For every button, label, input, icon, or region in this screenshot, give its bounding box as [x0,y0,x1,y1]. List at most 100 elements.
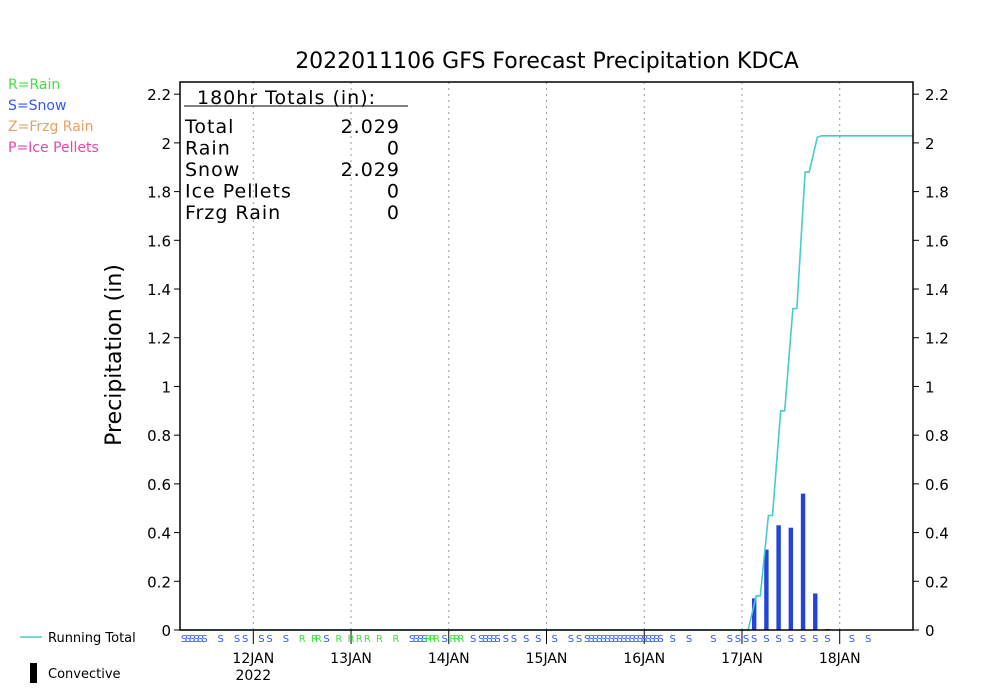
precip-bar-5 [813,593,818,630]
type-marker-66: S [686,634,692,645]
type-marker-34: S [478,634,484,645]
totals-box: 180hr Totals (in): Total 2.029 Rain 0 Snow 2.0… [184,87,408,224]
ytick-label-left-4: 0.8 [147,427,171,445]
xtick-label-2: 14JAN [428,651,470,667]
totals-row-value-2: 2.029 [341,159,400,181]
type-marker-79: S [865,634,871,645]
type-marker-70: S [743,634,749,645]
type-marker-53: S [613,634,619,645]
ytick-label-left-10: 2 [161,135,171,153]
ytick-label-right-0: 0 [925,622,935,640]
type-marker-45: S [576,634,582,645]
ytick-label-left-9: 1.8 [147,184,171,202]
ytick-label-right-10: 2 [925,135,935,153]
ytick-label-left-1: 0.2 [147,573,171,591]
type-marker-32: R [458,634,465,645]
ytick-label-right-7: 1.4 [925,281,949,299]
xtick-label-4: 16JAN [623,651,665,667]
totals-row-label-0: Total [184,116,234,138]
type-marker-44: S [568,634,574,645]
type-marker-33: S [470,634,476,645]
type-marker-68: S [727,634,733,645]
type-marker-31: R [453,634,460,645]
type-marker-54: S [617,634,623,645]
type-marker-47: S [588,634,594,645]
type-marker-60: S [641,634,647,645]
type-marker-4: S [197,634,203,645]
type-marker-24: S [417,634,423,645]
type-marker-59: S [637,634,643,645]
type-marker-56: S [625,634,631,645]
running-total-line [180,135,913,631]
xtick-label-6: 18JAN [819,651,861,667]
type-marker-15: S [323,634,329,645]
type-marker-74: S [788,634,794,645]
type-marker-13: R [311,634,318,645]
ytick-label-left-11: 2.2 [147,86,171,104]
totals-row-label-2: Snow [185,159,240,181]
precip-bar-2 [776,525,781,630]
type-marker-49: S [596,634,602,645]
type-marker-67: S [710,634,716,645]
type-marker-38: S [494,634,500,645]
totals-row-value-0: 2.029 [341,116,400,138]
type-marker-69: S [735,634,741,645]
type-marker-17: R [348,634,355,645]
type-marker-11: S [283,634,289,645]
type-marker-52: S [608,634,614,645]
ytick-label-right-9: 1.8 [925,184,949,202]
ytick-label-right-3: 0.6 [925,476,949,494]
type-marker-30: R [449,634,456,645]
type-marker-63: S [653,634,659,645]
type-marker-8: S [242,634,248,645]
ytick-label-right-11: 2.2 [925,86,949,104]
type-marker-76: S [812,634,818,645]
type-marker-42: S [535,634,541,645]
type-marker-23: S [413,634,419,645]
running-total-layer [180,135,913,631]
type-marker-40: S [511,634,517,645]
type-marker-5: S [201,634,207,645]
type-marker-2: S [189,634,195,645]
y-axis-label: Precipitation (in) [102,264,127,446]
type-marker-46: S [584,634,590,645]
ytick-label-right-2: 0.4 [925,525,949,543]
precip-bar-1 [764,549,769,630]
ytick-label-right-8: 1.6 [925,232,949,250]
totals-header: 180hr Totals (in): [197,87,376,109]
ytick-label-left-7: 1.4 [147,281,171,299]
type-legend-0: R=Rain [8,77,60,93]
type-marker-62: S [649,634,655,645]
ytick-label-left-0: 0 [161,622,171,640]
type-marker-9: S [258,634,264,645]
type-legend-3: P=Ice Pellets [8,140,99,156]
ytick-label-right-1: 0.2 [925,573,949,591]
type-marker-58: S [633,634,639,645]
type-marker-55: S [621,634,627,645]
xtick-label-3: 15JAN [526,651,568,667]
xtick-label-0: 12JAN [232,651,274,667]
ytick-label-right-5: 1 [925,378,935,396]
totals-row-value-4: 0 [387,202,400,224]
type-marker-37: S [490,634,496,645]
xtick-sublabel-0: 2022 [235,668,271,684]
ytick-label-left-3: 0.6 [147,476,171,494]
type-marker-39: S [503,634,509,645]
type-marker-20: R [376,634,383,645]
ytick-label-right-6: 1.2 [925,330,949,348]
type-marker-77: S [824,634,830,645]
totals-row-label-1: Rain [185,138,231,160]
vertical-grid [252,82,841,630]
type-marker-10: S [266,634,272,645]
type-marker-0: S [181,634,187,645]
type-marker-57: S [629,634,635,645]
type-marker-71: S [751,634,757,645]
series-legend-swatch-1 [30,663,37,683]
xtick-label-5: 17JAN [721,651,763,667]
type-marker-50: S [600,634,606,645]
y-axis-ticks: 0 00.2 0.20.4 0.40.6 0.60.8 0.81 11.2 1.21.4 1.4… [147,86,949,640]
type-marker-36: S [486,634,492,645]
